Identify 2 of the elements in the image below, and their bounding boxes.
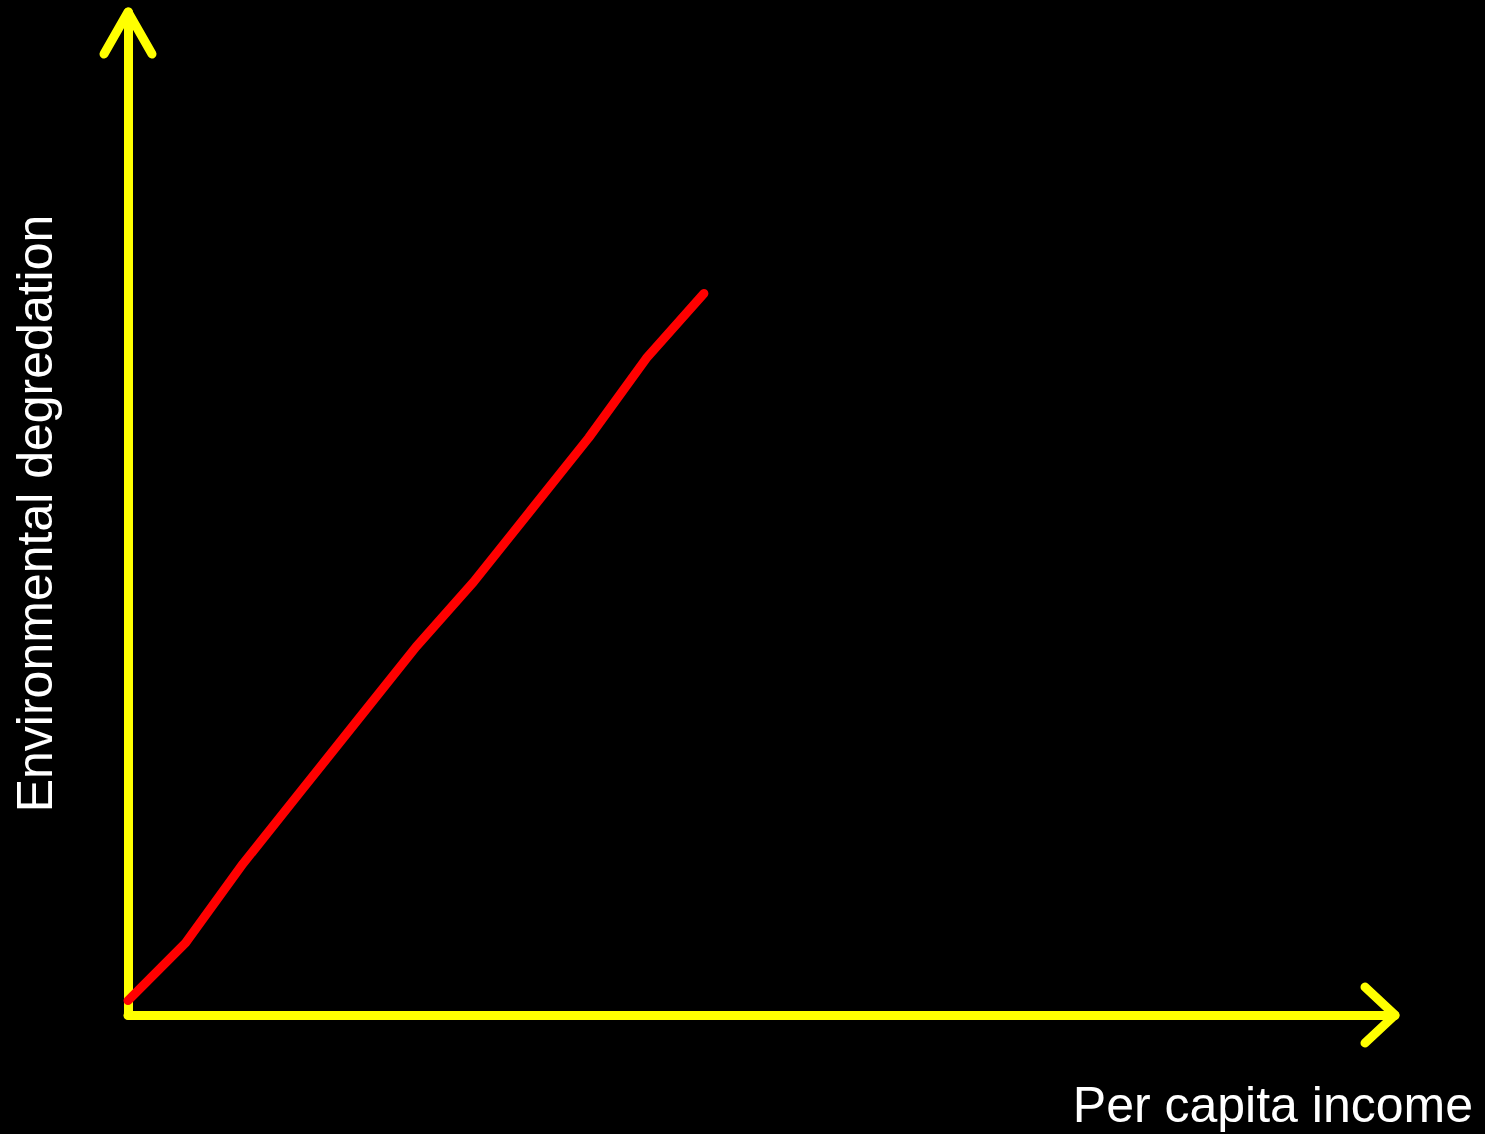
y-axis-title: Environmental degredation bbox=[7, 214, 63, 813]
x-axis-title: Per capita income bbox=[1072, 1077, 1474, 1133]
